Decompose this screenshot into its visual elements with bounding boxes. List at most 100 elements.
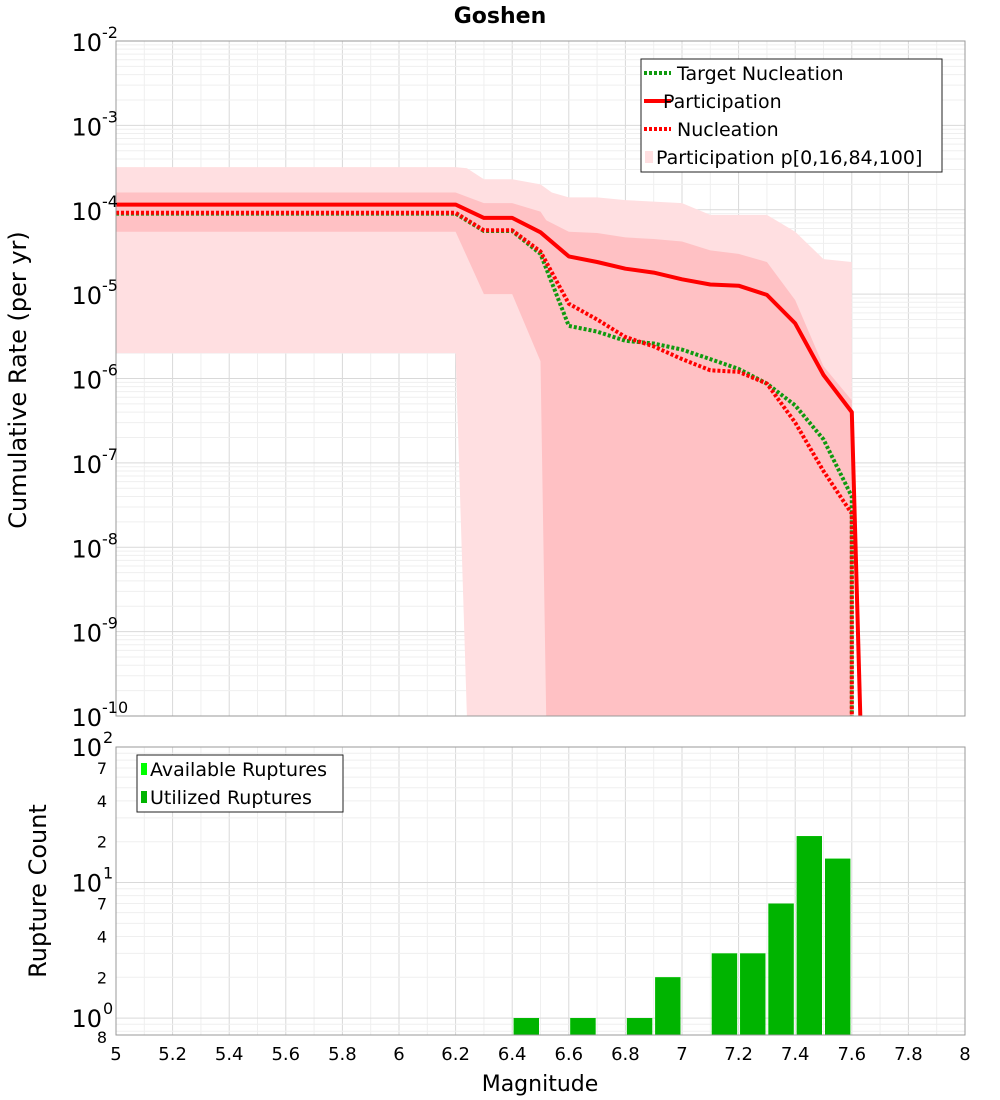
y-tick-label: 2 [97, 833, 107, 852]
bar-utilized [768, 903, 794, 1035]
y-tick-label: 4 [97, 792, 107, 811]
x-tick-label: 7.4 [781, 1044, 810, 1065]
top-legend: Target Nucleation Participation Nucleation… [640, 58, 943, 173]
legend-label: Available Ruptures [150, 759, 327, 781]
y-tick-label: 10 0 [71, 999, 113, 1033]
x-tick-label: 6.6 [554, 1044, 583, 1065]
bar-utilized [513, 1018, 539, 1035]
legend-entry: Target Nucleation [644, 63, 844, 85]
svg-text:10: 10 [71, 29, 102, 57]
svg-text:10: 10 [71, 282, 102, 310]
svg-text:-8: -8 [102, 529, 118, 548]
legend-entry: Participation [644, 91, 782, 113]
legend-swatch [141, 791, 147, 803]
legend-box [136, 754, 344, 813]
svg-text:10: 10 [71, 198, 102, 226]
svg-text:-3: -3 [102, 107, 118, 126]
svg-text:10: 10 [71, 704, 102, 732]
svg-text:10: 10 [71, 535, 102, 563]
svg-text:2: 2 [97, 833, 107, 852]
rupture-bars [513, 836, 851, 1035]
y-tick-label: 10 -10 [71, 698, 128, 732]
svg-text:10: 10 [71, 113, 102, 141]
y-tick-label: 10 -2 [71, 23, 118, 57]
legend-swatch [141, 763, 147, 775]
svg-text:-4: -4 [102, 192, 118, 211]
svg-text:-10: -10 [102, 698, 128, 717]
svg-text:1: 1 [103, 864, 113, 883]
rate-lines [116, 202, 863, 716]
x-tick-label: 5 [110, 1044, 121, 1065]
x-axis-label: Magnitude [482, 1072, 599, 1097]
legend-box [640, 58, 943, 173]
svg-text:7: 7 [97, 895, 107, 914]
y-tick-label: 4 [97, 927, 107, 946]
x-tick-label: 6.2 [441, 1044, 470, 1065]
bottom-legend: Available Ruptures Utilized Ruptures [136, 754, 344, 813]
svg-text:-9: -9 [102, 614, 118, 633]
svg-text:-5: -5 [102, 276, 118, 295]
cumulative-rate-chart: Goshen 10-1010-910-810-710-610-510-410-3… [4, 4, 966, 732]
x-tick-label: 5.6 [271, 1044, 300, 1065]
legend-label: Target Nucleation [676, 63, 844, 85]
y-tick-label: 8 [97, 1028, 107, 1047]
legend-swatch [645, 151, 653, 163]
svg-text:10: 10 [71, 367, 102, 395]
x-tick-label: 7.6 [837, 1044, 866, 1065]
y-tick-label: 7 [97, 759, 107, 778]
svg-text:10: 10 [71, 734, 102, 762]
x-tick-label: 6.4 [498, 1044, 527, 1065]
x-tick-label: 6.8 [611, 1044, 640, 1065]
x-tick-label: 7 [676, 1044, 687, 1065]
legend-entry: Participation p[0,16,84,100] [645, 147, 922, 169]
svg-text:4: 4 [97, 792, 107, 811]
bar-utilized [570, 1018, 596, 1035]
participation-bands [116, 167, 852, 717]
x-tick-labels: 5 5.2 5.4 5.6 5.8 6 6.2 6.4 6.6 6.8 7 7.2 7.4 7.6 7.8 8 [110, 1044, 970, 1065]
svg-text:0: 0 [103, 999, 113, 1018]
svg-text:10: 10 [71, 1005, 102, 1033]
bottom-y-axis-label: Rupture Count [24, 804, 52, 978]
series-line-nucleation [116, 210, 854, 716]
svg-text:8: 8 [97, 1028, 107, 1047]
x-tick-label: 5.4 [215, 1044, 244, 1065]
svg-text:10: 10 [71, 620, 102, 648]
svg-text:2: 2 [103, 728, 113, 747]
x-tick-label: 5.2 [158, 1044, 187, 1065]
svg-text:10: 10 [71, 870, 102, 898]
y-tick-label: 10 -5 [71, 276, 118, 310]
y-tick-label: 10 -8 [71, 529, 118, 563]
x-tick-label: 6 [393, 1044, 404, 1065]
legend-label: Participation [663, 91, 782, 113]
y-tick-label: 10 -9 [71, 614, 118, 648]
legend-label: Participation p[0,16,84,100] [656, 147, 922, 169]
top-y-axis-label: Cumulative Rate (per yr) [4, 231, 32, 529]
legend-label: Utilized Ruptures [150, 787, 312, 809]
bar-utilized [711, 953, 738, 1035]
legend-entry: Available Ruptures [141, 759, 327, 781]
y-tick-label: 10 -4 [71, 192, 118, 226]
svg-text:2: 2 [97, 968, 107, 987]
x-tick-label: 5.8 [328, 1044, 357, 1065]
bar-utilized [626, 1018, 653, 1035]
svg-text:-7: -7 [102, 445, 118, 464]
y-tick-label: 2 [97, 968, 107, 987]
svg-text:-6: -6 [102, 361, 118, 380]
svg-text:7: 7 [97, 759, 107, 778]
series-line-participation [116, 202, 863, 716]
y-tick-label: 10 -3 [71, 107, 118, 141]
x-tick-label: 7.2 [724, 1044, 753, 1065]
bar-utilized [796, 836, 822, 1035]
bottom-plot-frame [115, 746, 966, 1036]
chart-title: Goshen [454, 4, 547, 29]
y-tick-label: 7 [97, 895, 107, 914]
legend-label: Nucleation [677, 119, 779, 141]
y-tick-label: 10 -6 [71, 361, 118, 395]
band-p16-p84 [116, 192, 852, 716]
legend-entry: Utilized Ruptures [141, 787, 312, 809]
svg-text:4: 4 [97, 927, 107, 946]
y-tick-label: 10 -7 [71, 445, 118, 479]
